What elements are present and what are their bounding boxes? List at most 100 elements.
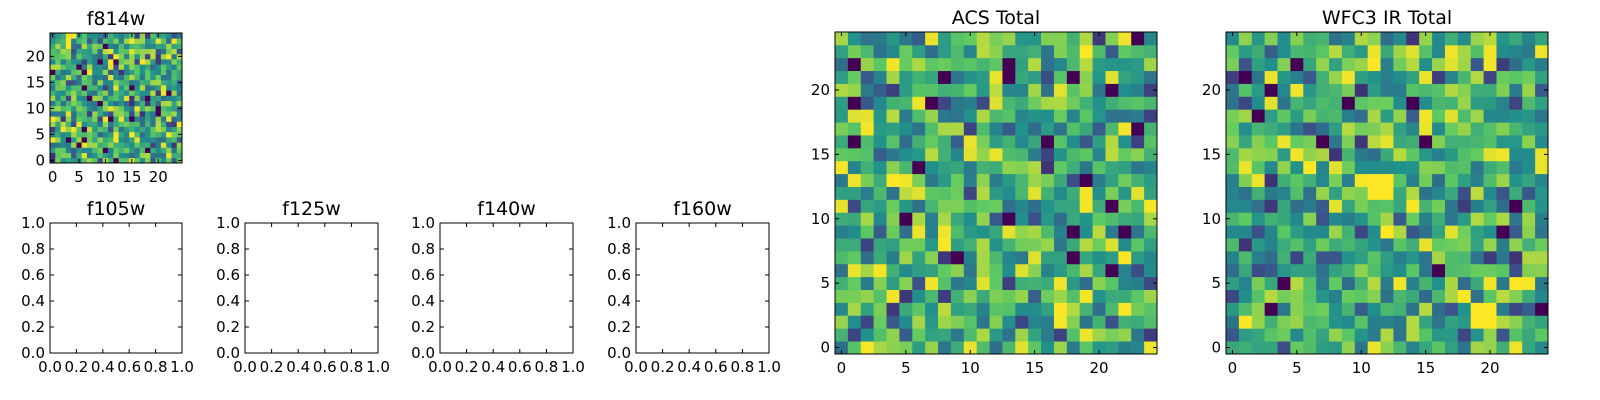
heatmap-cell bbox=[1238, 160, 1253, 175]
heatmap-cell bbox=[1470, 263, 1484, 278]
heatmap-cell bbox=[1277, 328, 1291, 342]
heatmap-cell bbox=[176, 111, 183, 117]
heatmap-cell bbox=[1341, 315, 1356, 329]
heatmap-cell bbox=[1354, 122, 1369, 136]
heatmap-cell bbox=[176, 33, 183, 39]
heatmap-cell bbox=[171, 116, 178, 122]
heatmap-cell bbox=[1028, 238, 1042, 252]
heatmap-cell bbox=[1535, 44, 1549, 59]
heatmap-cell bbox=[60, 121, 67, 127]
heatmap-cell bbox=[65, 152, 72, 159]
heatmap-cell bbox=[860, 302, 875, 316]
heatmap-cell bbox=[139, 79, 146, 86]
heatmap-cell bbox=[1066, 302, 1081, 316]
heatmap-cell bbox=[976, 147, 990, 162]
heatmap-cell bbox=[938, 44, 952, 59]
heatmap-cell bbox=[76, 43, 83, 49]
heatmap-cell bbox=[123, 59, 130, 65]
heatmap-cell bbox=[123, 69, 130, 75]
heatmap-cell bbox=[166, 157, 172, 164]
heatmap-cell bbox=[1238, 212, 1253, 226]
heatmap-cell bbox=[1470, 212, 1484, 226]
heatmap-cell bbox=[1303, 109, 1317, 123]
heatmap-cell bbox=[1341, 212, 1356, 226]
x-tick-label: 15 bbox=[122, 168, 141, 186]
heatmap-cell bbox=[1041, 70, 1055, 84]
heatmap-cell bbox=[134, 157, 141, 164]
y-tick-label: 20 bbox=[1202, 81, 1221, 99]
heatmap-cell bbox=[938, 302, 952, 316]
heatmap-cell bbox=[1329, 328, 1343, 342]
heatmap-cell bbox=[166, 43, 172, 49]
heatmap-cell bbox=[97, 85, 104, 91]
heatmap-cell bbox=[50, 121, 56, 127]
heatmap-cell bbox=[1316, 302, 1330, 316]
heatmap-cell bbox=[129, 131, 135, 138]
heatmap-cell bbox=[60, 85, 67, 91]
heatmap-cell bbox=[166, 142, 172, 148]
y-tick-label: 0.0 bbox=[607, 344, 631, 362]
heatmap-cell bbox=[950, 32, 965, 46]
heatmap-cell bbox=[1367, 328, 1381, 342]
heatmap-cell bbox=[1066, 160, 1081, 175]
heatmap-cell bbox=[160, 33, 167, 39]
heatmap-cell bbox=[1251, 212, 1266, 226]
heatmap-cell bbox=[938, 83, 952, 97]
heatmap-cell bbox=[171, 33, 178, 39]
heatmap-cell bbox=[1015, 186, 1029, 200]
heatmap-cell bbox=[1303, 289, 1317, 303]
heatmap-cell bbox=[1251, 32, 1266, 46]
heatmap-cell bbox=[860, 225, 875, 239]
panel-title: f125w bbox=[282, 198, 341, 220]
heatmap-cell bbox=[123, 116, 130, 122]
heatmap-cell bbox=[1251, 96, 1266, 110]
heatmap-cell bbox=[1131, 160, 1145, 175]
heatmap-cell bbox=[1419, 328, 1433, 342]
heatmap-cell bbox=[1303, 83, 1317, 97]
heatmap-cell bbox=[129, 43, 135, 49]
heatmap-cell bbox=[1118, 250, 1132, 265]
heatmap-cell bbox=[847, 109, 862, 123]
heatmap-cell bbox=[118, 85, 125, 91]
heatmap-cell bbox=[950, 341, 965, 355]
y-tick-label: 0.8 bbox=[607, 240, 631, 258]
heatmap-cell bbox=[1329, 289, 1343, 303]
heatmap-cell bbox=[92, 100, 98, 107]
heatmap-cell bbox=[1341, 328, 1356, 342]
y-tick-label: 0.4 bbox=[21, 292, 45, 310]
heatmap-cell bbox=[1535, 96, 1549, 110]
heatmap-cell bbox=[1341, 147, 1356, 162]
heatmap-cell bbox=[1079, 199, 1093, 213]
heatmap-cell bbox=[1238, 302, 1253, 316]
heatmap-cell bbox=[160, 74, 167, 81]
heatmap-cell bbox=[166, 33, 172, 39]
heatmap-cell bbox=[1226, 341, 1240, 355]
heatmap-cell bbox=[1509, 96, 1523, 110]
x-tick-label: 1.0 bbox=[757, 358, 781, 376]
heatmap-cell bbox=[938, 328, 952, 342]
heatmap-cell bbox=[1131, 212, 1145, 226]
heatmap-cell bbox=[1509, 70, 1523, 84]
heatmap-cell bbox=[873, 315, 887, 329]
heatmap-cell bbox=[150, 100, 156, 107]
heatmap-cell bbox=[1238, 315, 1253, 329]
heatmap-cell bbox=[1092, 135, 1106, 149]
heatmap-cell bbox=[76, 111, 83, 117]
heatmap-cell bbox=[1341, 57, 1356, 72]
heatmap-cell bbox=[1041, 276, 1055, 290]
heatmap-cell bbox=[145, 131, 151, 138]
heatmap-cell bbox=[1092, 83, 1106, 97]
heatmap-cell bbox=[1354, 70, 1369, 84]
heatmap-cell bbox=[118, 137, 125, 143]
heatmap-cell bbox=[1341, 225, 1356, 239]
heatmap-cell bbox=[1432, 173, 1446, 187]
heatmap-cell bbox=[1406, 250, 1420, 265]
heatmap-cell bbox=[166, 137, 172, 143]
heatmap-cell bbox=[108, 48, 114, 55]
heatmap-cell bbox=[860, 263, 875, 278]
heatmap-cell bbox=[108, 152, 114, 159]
x-tick-label: 10 bbox=[1352, 359, 1371, 377]
heatmap-cell bbox=[899, 341, 913, 355]
heatmap-cell bbox=[60, 43, 67, 49]
heatmap-cell bbox=[1066, 173, 1081, 187]
